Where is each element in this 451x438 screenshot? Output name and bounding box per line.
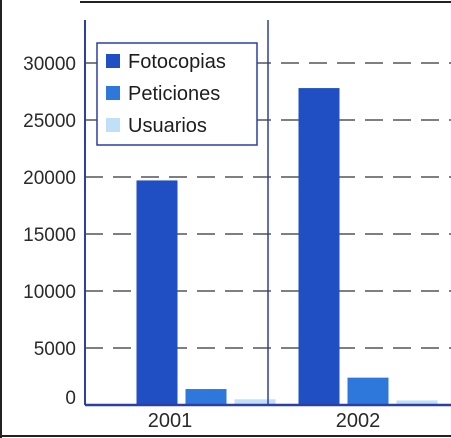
- x-category-labels: 2001 2002: [148, 410, 381, 432]
- y-tick-label: 5000: [34, 339, 76, 360]
- y-tick-label: 25000: [23, 111, 76, 132]
- legend-label: Usuarios: [128, 115, 207, 137]
- y-tick-label: 0: [65, 388, 76, 409]
- legend-swatch: [106, 54, 120, 68]
- bar-usuarios-2002: [396, 400, 438, 405]
- bar-fotocopias-2002: [298, 88, 340, 405]
- legend-swatch: [106, 118, 120, 132]
- legend-label: Fotocopias: [128, 51, 226, 73]
- y-tick-label: 30000: [23, 54, 76, 75]
- y-tick-label: 20000: [23, 168, 76, 189]
- y-tick-labels: 0 5000 10000 15000 20000 25000 30000: [23, 54, 76, 409]
- legend-label: Peticiones: [128, 83, 220, 105]
- bars: [136, 88, 438, 405]
- y-tick-label: 10000: [23, 282, 76, 303]
- legend-box: [96, 42, 258, 146]
- legend-swatch: [106, 86, 120, 100]
- x-category-label: 2002: [336, 410, 381, 432]
- axes: [84, 20, 451, 407]
- bar-usuarios-2001: [234, 399, 276, 405]
- x-category-label: 2001: [148, 410, 193, 432]
- y-tick-label: 15000: [23, 225, 76, 246]
- bar-peticiones-2002: [347, 377, 389, 405]
- bar-peticiones-2001: [185, 389, 227, 405]
- legend: Fotocopias Peticiones Usuarios: [96, 42, 258, 146]
- bar-fotocopias-2001: [136, 180, 178, 405]
